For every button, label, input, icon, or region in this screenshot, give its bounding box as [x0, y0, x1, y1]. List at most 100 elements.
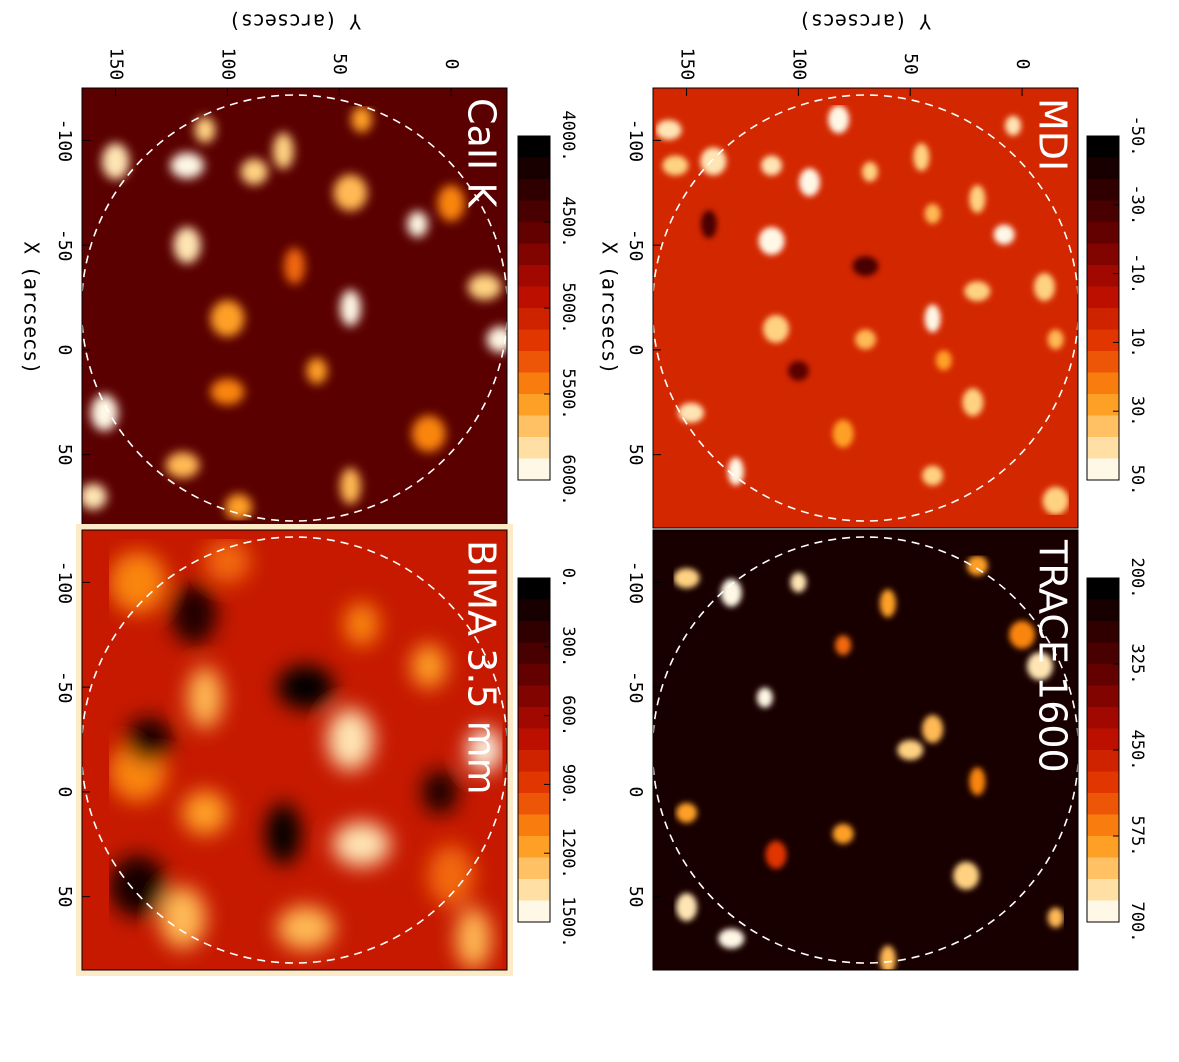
x-axis-title-left: X (arcsecs) [20, 242, 44, 374]
panel-3: BIMA 3.5 mm -100 -50 0 50 0. 300. 600. 900. 1200.… [54, 524, 578, 976]
panel-title: TRACE 1600 [1031, 539, 1075, 773]
y-tick-label: 0 [441, 59, 462, 70]
heatmap-feature [165, 452, 200, 479]
heatmap-feature [340, 289, 361, 327]
heatmap-feature [700, 210, 717, 239]
colorbar-step [1087, 642, 1119, 665]
heatmap-feature [486, 326, 507, 353]
heatmap-feature [662, 155, 689, 176]
colorbar-step [518, 750, 550, 772]
colorbar-step [1087, 900, 1119, 923]
heatmap-feature [1047, 329, 1064, 350]
heatmap-feature [879, 945, 896, 970]
heatmap-feature [969, 767, 986, 796]
heatmap-image [653, 88, 1078, 528]
heatmap-feature [953, 861, 980, 890]
colorbar-step [1087, 664, 1119, 686]
x-tick-label: -50 [54, 671, 75, 704]
colorbar-step [518, 136, 550, 158]
heatmap-feature [82, 483, 107, 510]
colorbar-step [1087, 814, 1119, 837]
heatmap-feature [344, 602, 380, 647]
heatmap-feature [210, 378, 245, 405]
y-tick-label: 150 [106, 48, 127, 81]
heatmap-feature [676, 893, 698, 922]
x-tick-label: -50 [54, 229, 75, 262]
panel-title: BIMA 3.5 mm [460, 540, 504, 795]
colorbar-tick-label: 6000. [558, 454, 578, 505]
heatmap-feature [897, 740, 924, 760]
x-tick-label: -50 [625, 229, 646, 262]
y-axis-title-top-right: Y (arcsecs) [799, 10, 931, 34]
y-tick-label: 50 [329, 53, 350, 75]
colorbar-border [517, 577, 551, 923]
heatmap-feature [306, 357, 328, 384]
colorbar: 0. 300. 600. 900. 1200. 1500. [517, 568, 578, 948]
colorbar-step [1087, 621, 1119, 643]
heatmap-feature [109, 855, 167, 917]
colorbar-step [518, 707, 550, 729]
heatmap-feature [718, 928, 745, 949]
heatmap-image [82, 530, 507, 970]
panel-title: MDI [1031, 98, 1075, 171]
colorbar-step [518, 642, 550, 665]
heatmap-feature [765, 840, 787, 869]
heatmap-feature [835, 635, 852, 656]
colorbar-step [1087, 243, 1119, 266]
colorbar-step [518, 286, 550, 309]
heatmap-feature [284, 247, 305, 285]
colorbar-tick-label: 1500. [558, 896, 578, 947]
heatmap-feature [170, 152, 205, 179]
colorbar-tick-label: -30. [1127, 184, 1147, 225]
colorbar-step [518, 728, 550, 751]
colorbar-step [518, 900, 550, 923]
heatmap-feature [678, 402, 705, 423]
panel-1: TRACE 1600 -100 -50 0 50 200. 325. 450. 575. 700. [625, 529, 1147, 971]
colorbar-step [518, 222, 550, 244]
colorbar-step [1087, 728, 1119, 751]
heatmap-feature [333, 822, 391, 867]
colorbar-tick-label: 200. [1127, 558, 1147, 599]
heatmap-feature [126, 717, 173, 762]
heatmap-feature [676, 802, 698, 823]
y-tick-label: 100 [788, 48, 809, 81]
colorbar-tick-label: 900. [558, 764, 578, 805]
colorbar-step [518, 351, 550, 373]
colorbar-tick-label: 5500. [558, 368, 578, 419]
heatmap-feature [101, 143, 130, 180]
heatmap-feature [181, 790, 229, 835]
colorbar-tick-label: 5000. [558, 282, 578, 333]
colorbar-step [1087, 329, 1119, 352]
heatmap-feature [170, 583, 217, 645]
heatmap-feature [861, 161, 878, 182]
heatmap-feature [467, 728, 503, 772]
heatmap-feature [204, 539, 251, 584]
colorbar-tick-label: 4500. [558, 196, 578, 247]
colorbar-step [1087, 394, 1119, 416]
heatmap-feature [411, 415, 446, 452]
colorbar-step [518, 664, 550, 686]
colorbar-tick-label: 10. [1127, 327, 1147, 358]
colorbar-tick-label: 450. [1127, 730, 1147, 771]
y-tick-label: 0 [1012, 59, 1033, 70]
y-tick-label: 100 [217, 48, 238, 81]
colorbar-step [518, 836, 550, 858]
heatmap-feature [855, 329, 876, 350]
colorbar-step [518, 329, 550, 352]
colorbar-step [518, 621, 550, 643]
x-tick-label: 50 [54, 444, 75, 466]
heatmap-feature [277, 906, 335, 951]
x-tick-label: 50 [625, 886, 646, 908]
x-tick-label: 50 [625, 444, 646, 466]
heatmap-feature [109, 551, 167, 614]
heatmap-feature [761, 155, 783, 176]
x-tick-label: 0 [625, 786, 646, 797]
colorbar-step [1087, 179, 1119, 201]
colorbar: -50. -30. -10. 10. 30. 50. [1086, 116, 1147, 495]
heatmap-feature [159, 886, 206, 949]
plot-border [81, 529, 508, 971]
heatmap-feature [655, 119, 682, 140]
heatmap-feature [240, 158, 268, 185]
x-axis-title-right: X (arcsecs) [598, 242, 622, 374]
heatmap-image [82, 88, 507, 528]
